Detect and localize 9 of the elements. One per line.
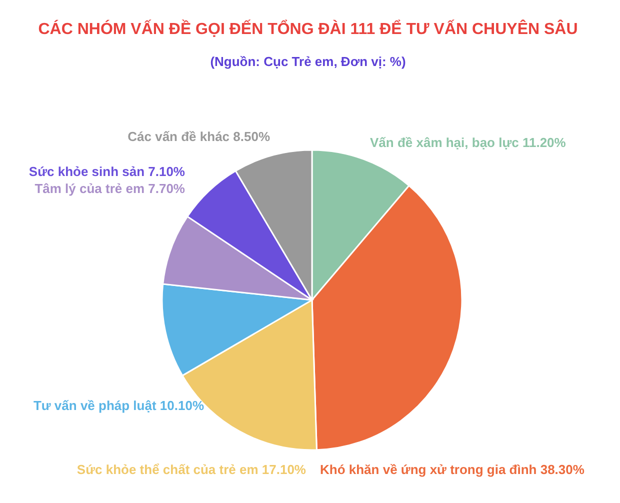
chart-subtitle: (Nguồn: Cục Trẻ em, Đơn vị: %)	[210, 54, 406, 69]
slice-label: Khó khăn về ứng xử trong gia đình 38.30%	[320, 462, 585, 477]
slice-label: Tâm lý của trẻ em 7.70%	[34, 181, 186, 196]
slice-label: Các vấn đề khác 8.50%	[128, 129, 270, 144]
slice-label: Sức khỏe thể chất của trẻ em 17.10%	[76, 462, 306, 477]
slice-label: Vấn đề xâm hại, bạo lực 11.20%	[370, 135, 566, 150]
slice-label: Sức khỏe sinh sản 7.10%	[28, 164, 186, 179]
slice-label: Tư vấn về pháp luật 10.10%	[33, 398, 204, 413]
chart-title: CÁC NHÓM VẤN ĐỀ GỌI ĐẾN TỔNG ĐÀI 111 ĐỂ TƯ VẤN CHUYÊN SÂU	[38, 19, 578, 38]
